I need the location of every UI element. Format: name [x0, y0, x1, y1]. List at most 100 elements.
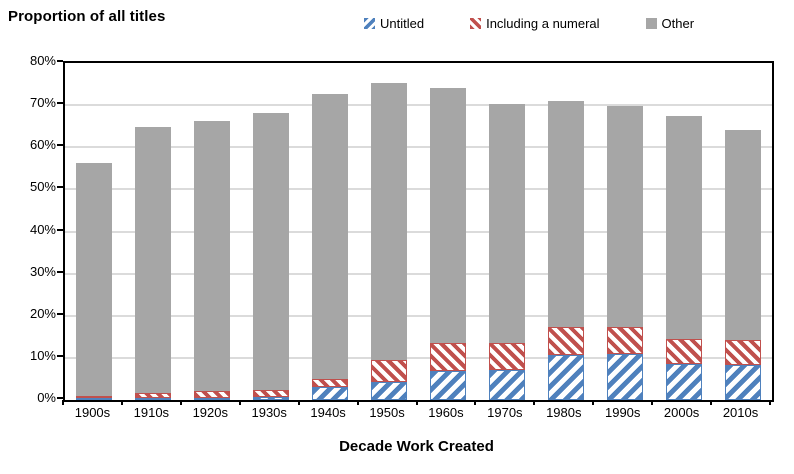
- y-tick-label: 70%: [29, 95, 56, 111]
- bar-segment-including-a-numeral-1900s: [76, 395, 113, 398]
- legend-item-0: Untitled: [364, 16, 424, 31]
- legend-swatch-icon: [645, 18, 657, 29]
- y-tick-label: 20%: [29, 305, 56, 321]
- bar-segment-untitled-1920s: [194, 397, 231, 400]
- x-tickmark: [120, 400, 123, 405]
- x-tickmark: [297, 400, 300, 405]
- x-tickmark: [710, 400, 713, 405]
- chart-title: Proportion of all titles: [8, 8, 166, 25]
- stacked-bar-1940s: [312, 94, 349, 400]
- x-tick-label: 1950s: [369, 405, 405, 420]
- stacked-bar-1920s: [194, 121, 231, 400]
- bar-segment-including-a-numeral-1910s: [135, 392, 172, 398]
- bar-segment-including-a-numeral-2010s: [724, 339, 761, 365]
- bar-slot-1940s: [301, 63, 360, 400]
- stacked-bar-1950s: [371, 82, 408, 400]
- bar-segment-untitled-1910s: [135, 398, 172, 400]
- bar-slot-1950s: [360, 63, 419, 400]
- stacked-bar-1970s: [488, 104, 525, 400]
- bar-segment-other-2000s: [665, 116, 702, 339]
- x-tickmark: [769, 400, 771, 405]
- y-tickmark: [57, 354, 63, 357]
- bar-segment-untitled-1930s: [253, 397, 290, 400]
- plot-area: [63, 61, 774, 402]
- legend-swatch-icon: [470, 18, 482, 29]
- y-tickmark: [57, 186, 63, 189]
- x-tick-label: 1920s: [192, 405, 228, 420]
- bar-slot-1960s: [419, 63, 478, 400]
- gridline: [65, 146, 772, 149]
- y-tick-label: 30%: [29, 263, 56, 279]
- stacked-bar-2010s: [724, 130, 761, 400]
- bar-segment-untitled-1970s: [488, 369, 525, 400]
- y-tickmark: [57, 312, 63, 315]
- y-tickmark: [57, 397, 63, 399]
- x-tick-label: 1970s: [487, 405, 523, 420]
- bar-slot-1980s: [536, 63, 595, 400]
- stacked-bar-1900s: [76, 162, 113, 400]
- bar-segment-including-a-numeral-1940s: [312, 378, 349, 387]
- bar-segment-other-1960s: [429, 87, 466, 344]
- legend-swatch-icon: [364, 18, 375, 29]
- legend-label: Untitled: [380, 16, 425, 31]
- gridline: [65, 356, 772, 359]
- stacked-bar-1930s: [253, 113, 290, 400]
- stacked-bar-1910s: [135, 126, 172, 400]
- x-tickmark: [179, 400, 182, 405]
- x-tickmark: [356, 400, 359, 405]
- bar-segment-other-1920s: [194, 121, 231, 392]
- x-tickmark: [474, 400, 477, 405]
- x-axis-title: Decade Work Created: [339, 438, 494, 455]
- legend-item-2: Other: [645, 16, 695, 31]
- bar-segment-untitled-1940s: [312, 386, 349, 400]
- bar-slot-2010s: [713, 63, 772, 400]
- gridline: [65, 104, 772, 107]
- x-tick-label: 1980s: [546, 405, 582, 420]
- legend-item-1: Including a numeral: [470, 16, 600, 31]
- bar-segment-untitled-1950s: [371, 381, 408, 400]
- legend: Untitled Including a numeral Other: [364, 16, 694, 31]
- bar-segment-other-1900s: [76, 162, 113, 396]
- x-tickmark: [238, 400, 241, 405]
- x-tick-label: 2010s: [722, 405, 759, 420]
- x-tick-label: 1930s: [251, 405, 287, 420]
- bar-segment-including-a-numeral-1960s: [429, 343, 466, 371]
- bar-segment-untitled-1990s: [606, 354, 643, 400]
- bar-segment-including-a-numeral-2000s: [665, 338, 702, 364]
- y-tickmark: [57, 144, 63, 147]
- y-tick-label: 10%: [29, 347, 56, 363]
- stacked-bar-2000s: [665, 116, 702, 400]
- bar-slot-1930s: [242, 63, 301, 400]
- x-tickmark: [651, 400, 654, 405]
- bar-segment-untitled-1960s: [429, 370, 466, 400]
- stacked-bar-1980s: [547, 100, 584, 400]
- bar-segment-untitled-1980s: [547, 355, 584, 400]
- bar-segment-including-a-numeral-1970s: [488, 343, 525, 370]
- bar-slot-1970s: [477, 63, 536, 400]
- y-tickmark: [57, 228, 63, 231]
- bar-segment-including-a-numeral-1990s: [606, 326, 643, 355]
- y-tick-label: 0%: [37, 390, 56, 405]
- bar-segment-untitled-2010s: [724, 365, 761, 400]
- bar-segment-including-a-numeral-1920s: [194, 391, 231, 398]
- legend-label: Other: [661, 16, 695, 31]
- x-tick-label: 1910s: [133, 405, 170, 420]
- bar-segment-including-a-numeral-1950s: [371, 360, 408, 382]
- bar-segment-other-1970s: [488, 104, 525, 344]
- x-tick-label: 1940s: [310, 405, 346, 420]
- bar-slot-1900s: [65, 63, 124, 400]
- x-tickmark: [533, 400, 536, 405]
- y-tickmark: [57, 60, 63, 62]
- x-tick-label: 1990s: [604, 405, 641, 420]
- x-tick-label: 1900s: [74, 405, 111, 420]
- x-tickmark: [62, 400, 64, 405]
- gridline: [65, 314, 772, 317]
- bar-segment-including-a-numeral-1930s: [253, 390, 290, 398]
- stacked-bar-1960s: [429, 87, 466, 400]
- legend-label: Including a numeral: [486, 16, 600, 31]
- bar-slot-1920s: [183, 63, 242, 400]
- gridline: [65, 188, 772, 191]
- bar-slot-1910s: [124, 63, 183, 400]
- y-tick-label: 60%: [29, 137, 56, 153]
